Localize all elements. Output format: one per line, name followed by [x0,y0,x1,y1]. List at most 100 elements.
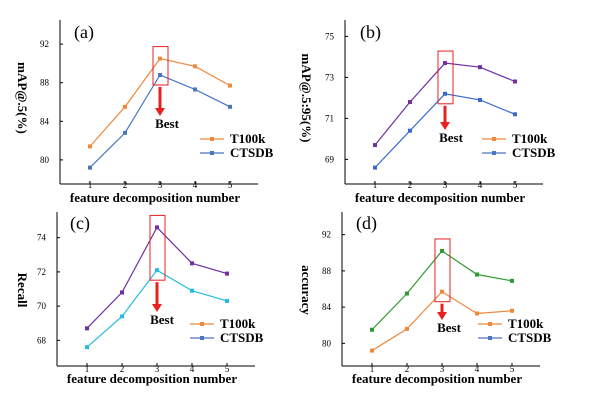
data-point-ctsdb [475,311,479,316]
legend-marker [492,151,496,155]
y-tick-label: 71 [325,113,334,123]
x-axis-label: feature decomposition number [355,190,525,205]
panel-label: (a) [74,22,94,43]
x-tick-label: 3 [158,180,163,190]
x-tick-label: 5 [513,180,518,190]
data-point-t100k [370,327,374,332]
x-tick-label: 1 [88,180,93,190]
panel-label: (b) [360,22,381,43]
best-arrow-head [155,108,165,116]
x-tick-label: 2 [405,364,410,374]
best-highlight-box [149,214,166,281]
x-tick-label: 3 [440,364,445,374]
data-point-ctsdb [443,91,447,96]
x-tick-label: 1 [85,364,90,374]
data-point-t100k [440,248,444,253]
data-point-ctsdb [370,348,374,353]
data-point-t100k [478,65,482,70]
x-tick-label: 4 [475,364,480,374]
legend-label: CTSDB [230,145,274,160]
data-point-ctsdb [85,345,89,350]
y-axis-label: mAP@.5(%) [15,62,30,134]
legend-label: T100k [220,316,256,331]
y-tick-label: 84 [322,302,332,312]
legend-label: CTSDB [508,330,552,345]
legend-label: CTSDB [512,145,556,160]
data-point-t100k [475,272,479,277]
data-point-ctsdb [228,104,232,109]
x-tick-label: 3 [443,180,448,190]
x-tick-label: 4 [193,180,198,190]
best-highlight-box [152,46,169,86]
y-axis-label: mAP@.5:95(%) [299,54,314,143]
y-axis-label: Recall [15,273,30,308]
best-label: Best [437,320,462,335]
y-tick-label: 73 [325,72,335,82]
y-tick-label: 92 [40,39,49,49]
y-tick-label: 75 [325,31,335,41]
best-label: Best [155,116,180,131]
legend-marker [200,322,204,326]
data-point-t100k [193,64,197,69]
x-tick-label: 4 [190,364,195,374]
data-point-ctsdb [88,165,92,170]
y-tick-label: 88 [40,78,50,88]
data-point-t100k [228,83,232,88]
data-point-ctsdb [158,72,162,77]
x-tick-label: 5 [510,364,515,374]
y-tick-label: 80 [40,155,50,165]
data-point-t100k [120,290,124,295]
y-tick-label: 74 [37,233,47,243]
data-point-ctsdb [510,308,514,313]
data-point-ctsdb [405,326,409,331]
best-highlight-box [434,238,451,303]
data-point-ctsdb [440,289,444,294]
x-axis-label: feature decomposition number [70,190,240,205]
legend-marker [488,322,492,326]
y-tick-label: 84 [40,116,50,126]
x-tick-label: 1 [370,364,375,374]
y-tick-label: 69 [325,154,335,164]
x-tick-label: 3 [155,364,160,374]
data-point-t100k [88,144,92,149]
x-tick-label: 2 [408,180,413,190]
data-point-ctsdb [120,314,124,319]
y-tick-label: 80 [322,338,332,348]
legend-marker [492,137,496,141]
data-point-t100k [408,100,412,104]
legend-label: T100k [508,316,544,331]
best-arrow-head [440,122,450,130]
data-point-t100k [158,56,162,61]
legend-marker [210,137,214,141]
data-point-t100k [155,225,159,230]
y-tick-label: 88 [322,266,332,276]
data-point-t100k [510,278,514,283]
legend-label: T100k [512,131,548,146]
data-point-t100k [190,261,194,266]
y-tick-label: 92 [322,230,331,240]
legend-marker [200,336,204,340]
legend-label: CTSDB [220,330,264,345]
data-point-ctsdb [225,298,229,303]
legend-marker [488,336,492,340]
data-point-ctsdb [193,87,197,92]
y-axis-label: accuracy [299,265,314,315]
x-tick-label: 2 [120,364,125,374]
data-point-t100k [373,143,377,148]
data-point-ctsdb [373,165,377,170]
y-tick-label: 72 [37,267,46,277]
best-arrow-head [437,312,447,320]
x-tick-label: 5 [228,180,233,190]
x-axis-label: feature decomposition number [67,371,237,386]
data-point-ctsdb [123,130,127,135]
data-point-ctsdb [513,112,517,117]
data-point-ctsdb [190,288,194,293]
x-tick-label: 2 [123,180,128,190]
data-point-t100k [513,79,517,84]
data-point-t100k [405,291,409,296]
